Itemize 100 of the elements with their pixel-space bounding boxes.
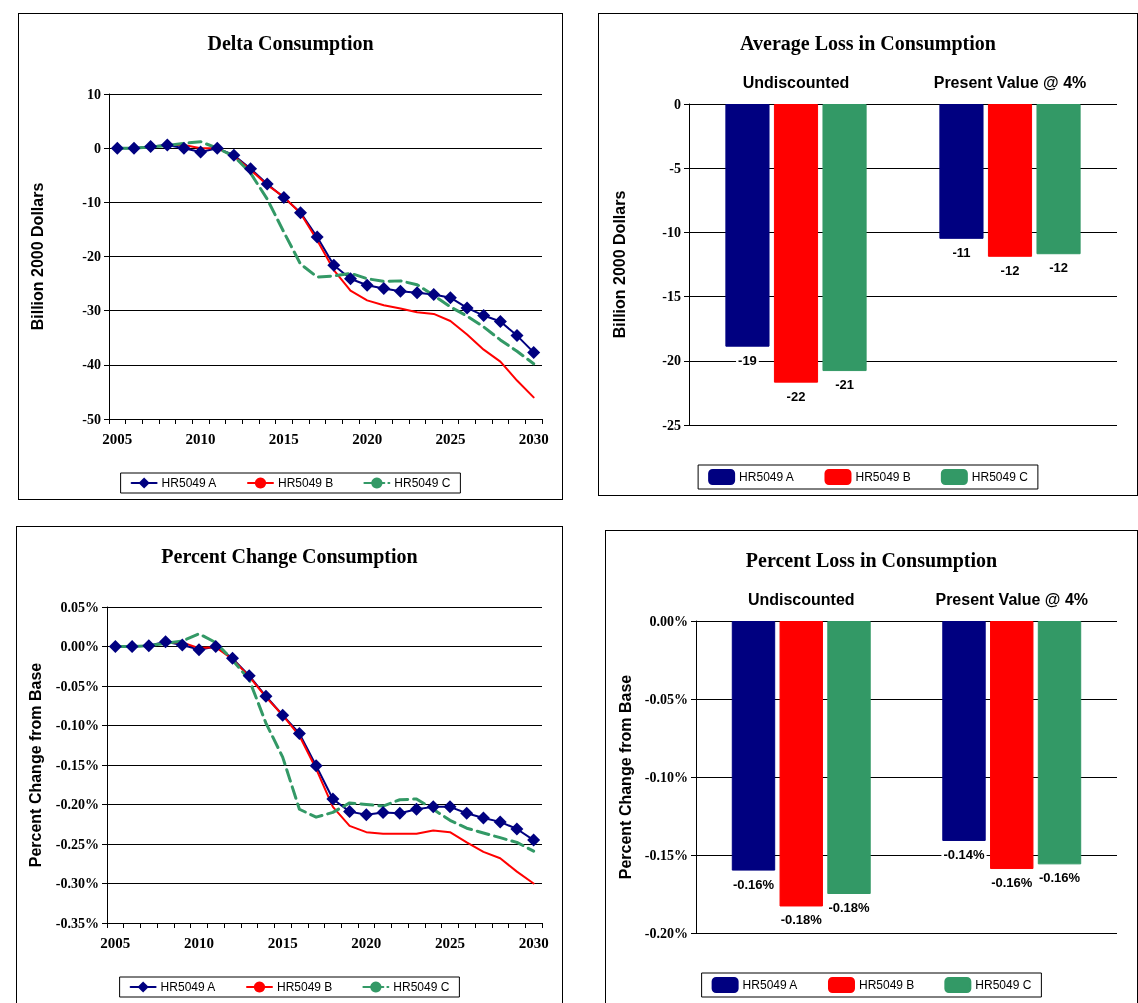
legend-label: HR5049 B <box>858 978 915 992</box>
point <box>277 190 291 204</box>
y-tick-label: -0.30% <box>55 876 99 891</box>
point <box>460 806 474 820</box>
point <box>443 800 457 814</box>
point <box>144 140 158 154</box>
x-tick-label: 2020 <box>351 934 382 951</box>
point <box>359 808 373 822</box>
y-tick-label: -0.05% <box>55 678 99 694</box>
legend-label: HR5049 B <box>855 470 911 484</box>
legend-label: HR5049 C <box>394 476 451 490</box>
y-axis-title: Percent Change from Base <box>617 674 635 880</box>
data-label: -0.14% <box>943 846 986 862</box>
x-tick-label: 2030 <box>518 430 549 447</box>
point <box>244 162 258 176</box>
legend-label: HR5049 C <box>393 980 450 994</box>
y-axis-title: Billion 2000 Dollars <box>28 182 46 331</box>
y-tick-label: -10 <box>82 194 101 210</box>
point <box>108 640 122 653</box>
y-tick-label: 0 <box>674 96 681 112</box>
legend-label: HR5049 B <box>277 476 334 490</box>
y-tick-label: -0.05% <box>644 691 688 707</box>
point <box>209 640 223 653</box>
data-label: -21 <box>835 377 854 393</box>
chart-title: Average Loss in Consumption <box>740 32 996 55</box>
legend-label: HR5049 A <box>742 978 798 992</box>
y-tick-label: 0.00% <box>649 613 688 629</box>
point <box>227 148 241 162</box>
legend-label: HR5049 A <box>161 476 217 490</box>
y-tick-label: 0.05% <box>60 599 99 615</box>
point <box>276 708 290 722</box>
point <box>175 638 189 652</box>
point <box>343 805 357 819</box>
point <box>142 639 156 653</box>
point <box>159 635 173 649</box>
point <box>410 286 424 300</box>
point <box>309 759 323 773</box>
y-tick-label: 10 <box>87 86 101 102</box>
y-tick-label: -0.25% <box>55 836 99 852</box>
y-tick-label: -15 <box>662 289 681 305</box>
x-tick-label: 2010 <box>184 934 215 951</box>
y-tick-label: -50 <box>82 411 101 427</box>
point <box>410 802 424 816</box>
point <box>427 287 441 301</box>
x-tick-label: Present Value @ 4% <box>935 590 1089 608</box>
data-label: -12 <box>1000 262 1020 278</box>
data-label: -0.18% <box>780 912 823 928</box>
y-tick-label: 0 <box>94 140 101 156</box>
y-tick-label: -20 <box>662 353 681 369</box>
x-tick-label: 2025 <box>434 934 465 951</box>
x-tick-label: 2010 <box>185 430 216 447</box>
data-label: -19 <box>738 352 757 368</box>
point <box>260 177 274 191</box>
y-tick-label: -0.10% <box>55 718 99 733</box>
legend-label: HR5049 C <box>971 470 1029 484</box>
point <box>225 651 239 665</box>
y-axis-title: Billion 2000 Dollars <box>610 190 628 339</box>
point <box>510 329 524 343</box>
x-tick-label: 2005 <box>100 934 131 951</box>
y-tick-label: -20 <box>82 249 101 264</box>
y-tick-label: -5 <box>669 160 681 176</box>
point <box>343 272 357 286</box>
x-tick-label: 2015 <box>268 430 299 447</box>
point <box>292 726 306 740</box>
x-tick-label: Undiscounted <box>742 73 850 91</box>
point <box>110 141 124 155</box>
y-tick-label: -30 <box>82 303 101 319</box>
legend-label: HR5049 A <box>160 980 216 994</box>
point <box>160 138 174 152</box>
y-tick-label: -0.15% <box>55 757 99 773</box>
point <box>460 301 474 315</box>
y-axis-title: Percent Change from Base <box>26 662 44 868</box>
x-tick-label: 2020 <box>352 430 383 447</box>
point <box>294 206 308 220</box>
point <box>426 800 440 814</box>
point <box>493 815 507 829</box>
point <box>477 309 491 323</box>
y-tick-label: -0.20% <box>644 925 688 941</box>
data-label: -12 <box>1049 260 1068 276</box>
point <box>127 141 141 155</box>
point <box>177 141 191 155</box>
point <box>327 258 341 272</box>
y-tick-label: -25 <box>662 417 681 433</box>
data-label: -0.16% <box>732 876 775 892</box>
data-label: -11 <box>952 244 971 260</box>
legend-label: HR5049 A <box>739 470 794 484</box>
chart-title: Delta Consumption <box>207 32 374 55</box>
y-tick-label: 0.00% <box>60 639 99 654</box>
point <box>493 315 507 328</box>
point <box>360 278 374 292</box>
data-label: -0.18% <box>828 900 871 915</box>
point <box>527 833 541 847</box>
y-tick-label: -10 <box>662 224 681 240</box>
point <box>443 291 457 305</box>
point <box>125 640 139 653</box>
point <box>326 792 340 806</box>
point <box>242 669 256 683</box>
data-label: -0.16% <box>1038 870 1081 886</box>
data-label: -0.16% <box>991 875 1033 891</box>
x-tick-label: Undiscounted <box>747 590 855 608</box>
